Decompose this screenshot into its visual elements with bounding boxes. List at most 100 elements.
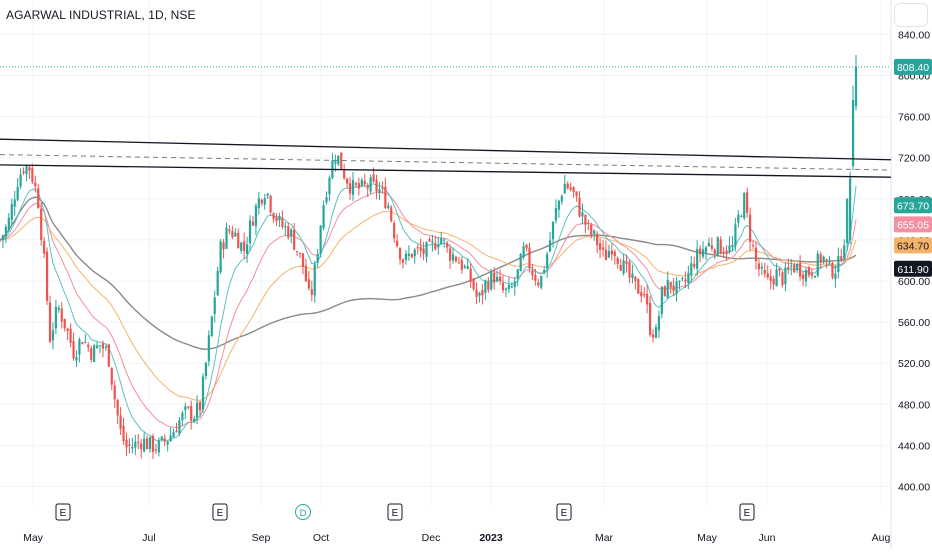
candle[interactable] — [454, 255, 458, 263]
candle[interactable] — [281, 210, 284, 230]
candle[interactable] — [501, 275, 505, 294]
candle[interactable] — [484, 279, 487, 300]
candle[interactable] — [225, 222, 228, 250]
candle[interactable] — [16, 178, 19, 202]
candle[interactable] — [157, 437, 160, 457]
candle[interactable] — [537, 278, 540, 288]
candle[interactable] — [78, 337, 81, 363]
candle[interactable] — [693, 256, 696, 270]
candle[interactable] — [463, 264, 466, 269]
candle[interactable] — [631, 264, 634, 284]
candle[interactable] — [793, 262, 796, 274]
candle[interactable] — [404, 249, 408, 265]
candle[interactable] — [90, 346, 93, 363]
candle[interactable] — [407, 245, 410, 261]
candle[interactable] — [275, 213, 278, 227]
candle[interactable] — [178, 417, 181, 436]
candle[interactable] — [640, 285, 643, 303]
candle[interactable] — [248, 215, 252, 252]
candle[interactable] — [343, 163, 346, 180]
candle[interactable] — [719, 236, 722, 255]
candle[interactable] — [551, 221, 555, 248]
trendlines[interactable] — [0, 138, 892, 178]
candle[interactable] — [216, 266, 219, 297]
candle[interactable] — [772, 275, 775, 291]
candle[interactable] — [307, 270, 310, 291]
candle[interactable] — [713, 248, 716, 259]
candle[interactable] — [369, 174, 372, 195]
candle[interactable] — [628, 259, 631, 283]
candle[interactable] — [510, 282, 513, 289]
candle[interactable] — [331, 152, 334, 180]
candle[interactable] — [619, 258, 622, 271]
candle[interactable] — [575, 191, 578, 202]
candle[interactable] — [443, 238, 446, 248]
candle[interactable] — [840, 248, 843, 263]
candle[interactable] — [560, 194, 563, 205]
candle[interactable] — [528, 242, 531, 273]
dividend-marker[interactable]: D — [295, 504, 311, 520]
candle[interactable] — [672, 278, 675, 297]
candle[interactable] — [590, 222, 593, 239]
candle[interactable] — [319, 224, 322, 258]
candle[interactable] — [169, 427, 172, 443]
candle[interactable] — [272, 212, 275, 224]
candle[interactable] — [593, 229, 596, 241]
candle[interactable] — [769, 269, 772, 290]
candle[interactable] — [119, 407, 122, 436]
candle[interactable] — [548, 231, 552, 253]
candle[interactable] — [516, 268, 519, 287]
candle[interactable] — [93, 343, 96, 362]
candle[interactable] — [378, 181, 381, 200]
candle[interactable] — [416, 244, 419, 255]
candle[interactable] — [98, 345, 102, 353]
candle[interactable] — [490, 268, 493, 291]
candle[interactable] — [613, 249, 616, 265]
candle[interactable] — [263, 193, 266, 210]
candle[interactable] — [334, 154, 337, 172]
candle[interactable] — [587, 219, 590, 231]
candle[interactable] — [757, 259, 761, 277]
candle[interactable] — [160, 435, 163, 442]
earnings-marker[interactable]: E — [212, 503, 228, 521]
candle[interactable] — [190, 400, 193, 430]
candle[interactable] — [707, 237, 711, 247]
candle[interactable] — [422, 241, 425, 261]
candle[interactable] — [28, 166, 31, 180]
candle[interactable] — [419, 238, 422, 258]
candle[interactable] — [643, 287, 646, 298]
candle[interactable] — [825, 258, 828, 269]
candle[interactable] — [357, 177, 360, 196]
candle[interactable] — [266, 192, 269, 199]
candle[interactable] — [469, 263, 472, 288]
candle[interactable] — [107, 343, 110, 368]
candle[interactable] — [57, 304, 60, 314]
candle[interactable] — [822, 255, 825, 265]
candle[interactable] — [493, 266, 496, 290]
candle[interactable] — [195, 395, 199, 425]
candle[interactable] — [122, 417, 125, 445]
candle[interactable] — [828, 255, 831, 264]
candle[interactable] — [666, 271, 669, 300]
candle[interactable] — [210, 315, 213, 338]
candle[interactable] — [340, 152, 343, 170]
candle[interactable] — [678, 280, 681, 290]
candle[interactable] — [298, 252, 302, 259]
candle[interactable] — [578, 191, 581, 218]
candle[interactable] — [554, 199, 558, 224]
candle[interactable] — [654, 323, 658, 339]
candle[interactable] — [72, 332, 75, 361]
candle[interactable] — [137, 433, 140, 450]
candle[interactable] — [360, 177, 363, 188]
candle[interactable] — [131, 437, 134, 454]
candle[interactable] — [22, 167, 25, 176]
candle[interactable] — [34, 175, 37, 193]
candle[interactable] — [0, 238, 2, 243]
candle[interactable] — [301, 253, 305, 275]
candle[interactable] — [754, 241, 758, 270]
candle[interactable] — [716, 236, 719, 257]
candle[interactable] — [698, 245, 702, 263]
candle[interactable] — [801, 271, 805, 287]
candle[interactable] — [504, 287, 508, 298]
